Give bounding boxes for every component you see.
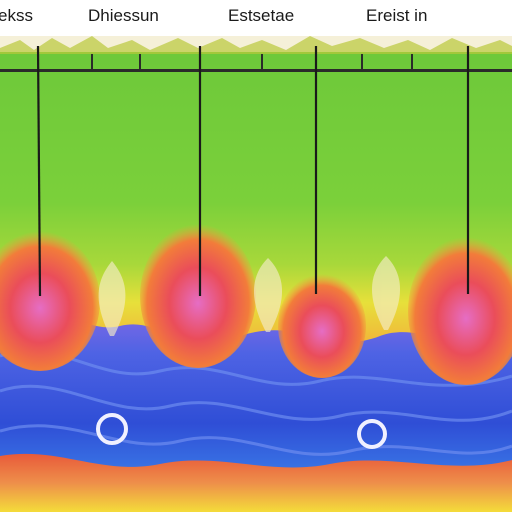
- blob-3: [278, 274, 366, 378]
- label-1: ekss: [0, 6, 33, 25]
- label-2: Dhiessun: [88, 6, 159, 25]
- scene-svg: [0, 36, 512, 512]
- horizontal-bar: [0, 69, 512, 72]
- blob-4: [408, 237, 512, 385]
- foliage-shape: [0, 36, 512, 54]
- plumes: [98, 256, 401, 336]
- blob-2: [140, 224, 256, 368]
- header-labels: ekss Dhiessun Estsetae Ereist in: [0, 0, 512, 36]
- bar-ticks: [91, 54, 413, 70]
- label-4: Ereist in: [366, 6, 428, 25]
- ring-2: [357, 419, 387, 449]
- scene: [0, 36, 512, 512]
- hanging-strings: [36, 45, 470, 297]
- ring-1: [96, 413, 128, 445]
- ground: [0, 453, 512, 512]
- blob-1: [0, 231, 100, 371]
- label-3: Estsetae: [228, 6, 295, 25]
- wave-lines: [0, 349, 512, 456]
